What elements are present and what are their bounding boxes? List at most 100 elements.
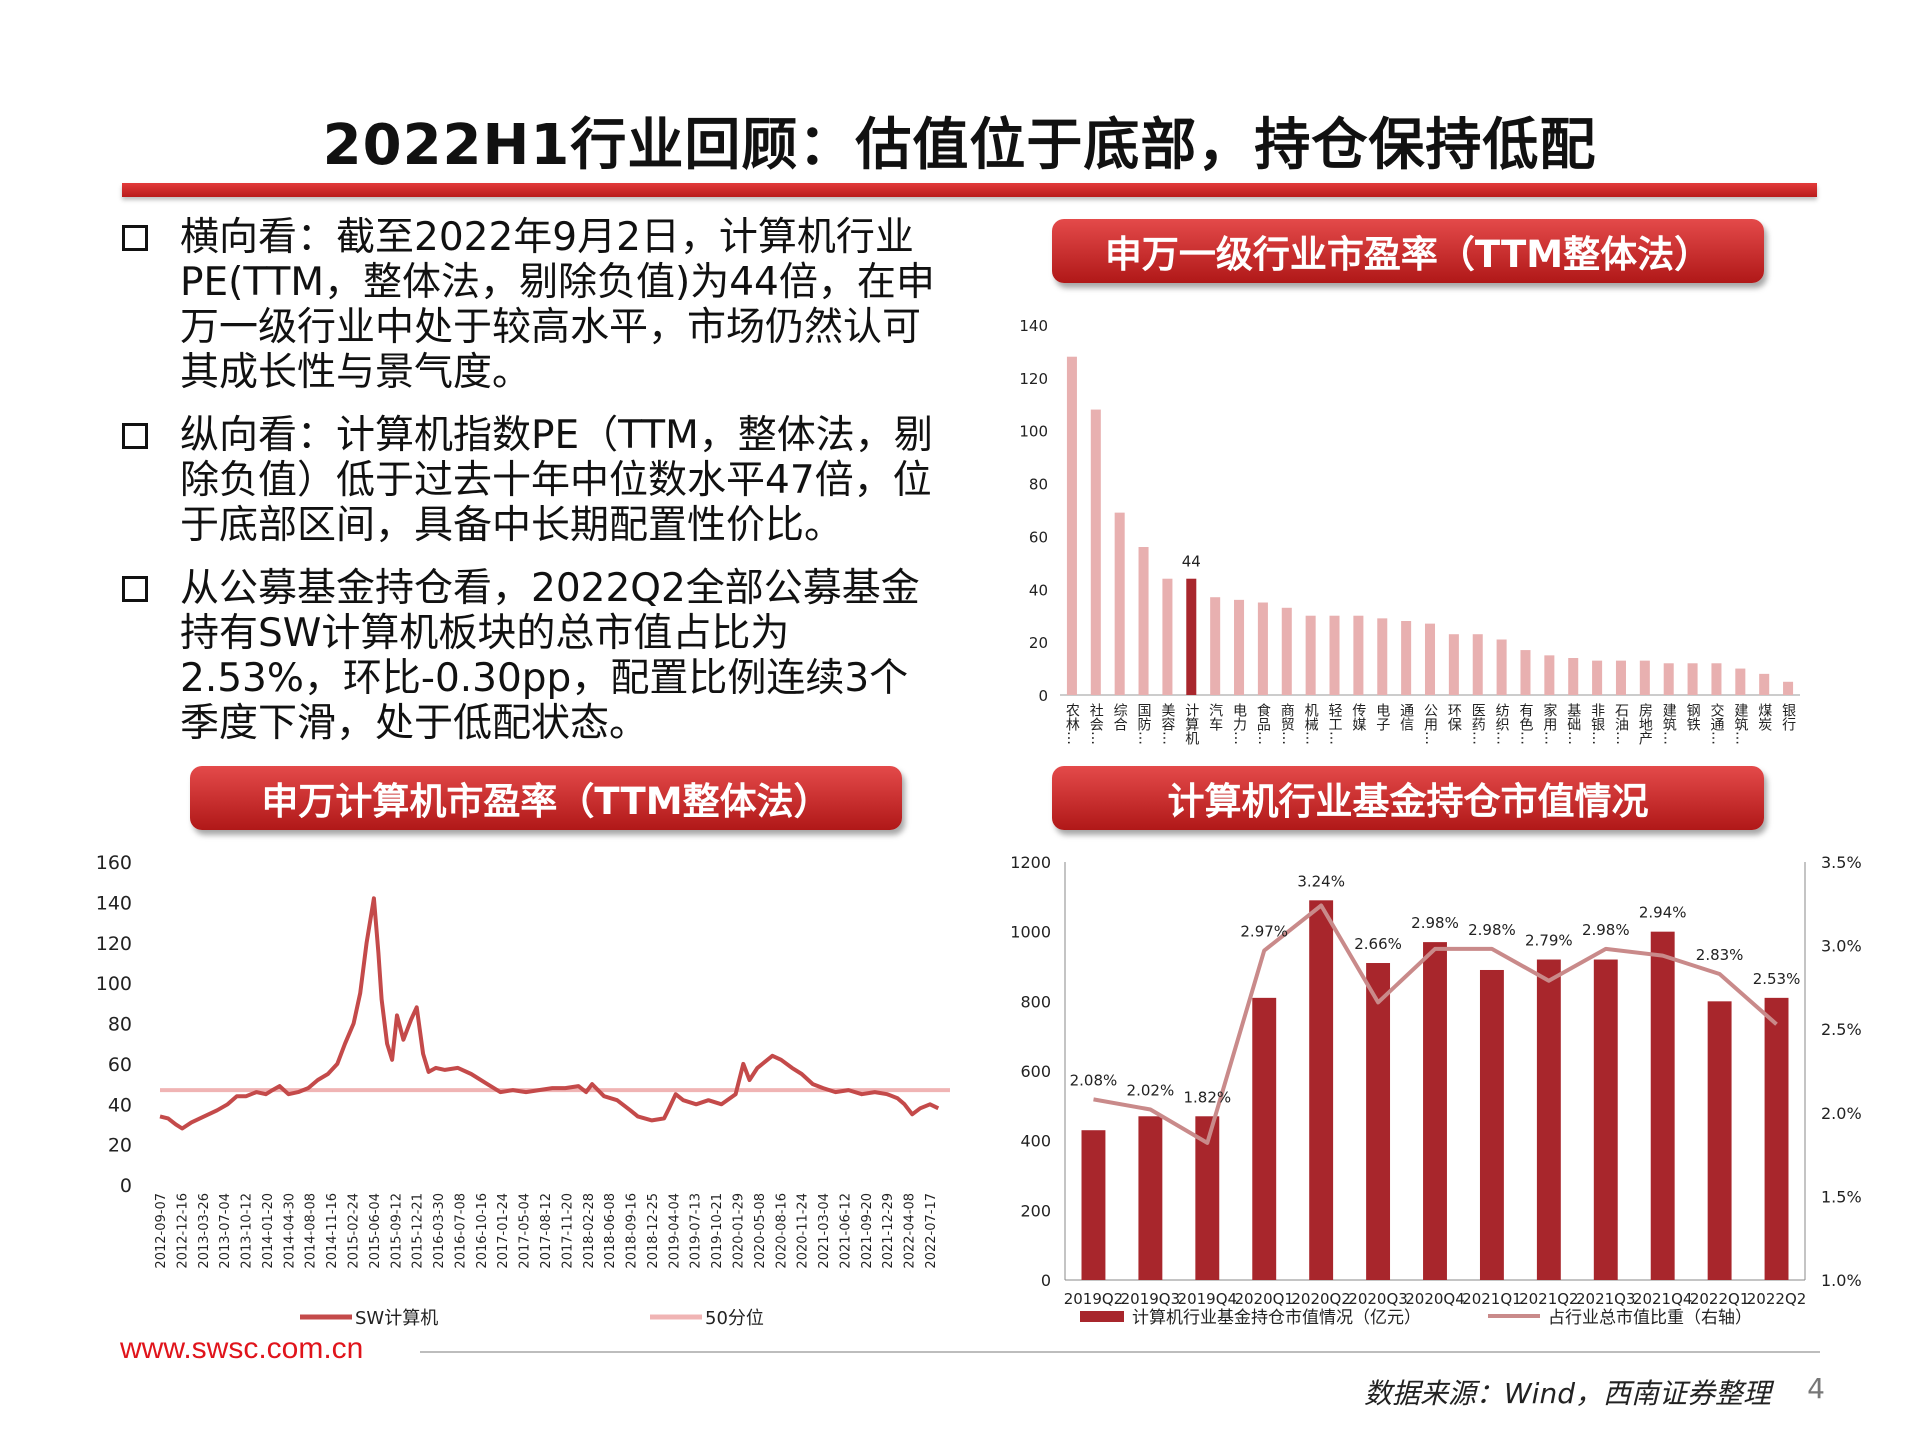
- x-tick-label: 2014-11-16: [325, 1193, 340, 1269]
- x-tick-label: 2012-09-07: [154, 1193, 169, 1269]
- category-tick-label: 家用…: [1541, 702, 1557, 745]
- x-tick-label: 2019Q2: [1064, 1290, 1124, 1308]
- page-number: 4: [1807, 1372, 1825, 1405]
- sw-computer-pe-line: [159, 896, 940, 1131]
- y2-tick-label: 2.5%: [1821, 1020, 1862, 1039]
- y-tick-label: 40: [1029, 581, 1048, 599]
- x-tick-label: 2021Q1: [1462, 1290, 1522, 1308]
- industry-pe-bar: [1759, 673, 1770, 695]
- x-tick-label: 2016-10-16: [475, 1193, 490, 1269]
- fund-holdings-banner: 计算机行业基金持仓市值情况: [1052, 766, 1764, 830]
- x-tick-label: 2019-10-21: [710, 1193, 725, 1269]
- y-tick-label: 600: [1020, 1062, 1051, 1081]
- website-link[interactable]: www.swsc.com.cn: [120, 1332, 364, 1365]
- industry-pe-bar: [1114, 512, 1125, 695]
- x-tick-label: 2020Q1: [1234, 1290, 1294, 1308]
- category-tick-label: 基础…: [1565, 702, 1581, 745]
- category-tick-label: 综合: [1112, 703, 1128, 731]
- y-tick-label: 200: [1020, 1201, 1051, 1220]
- y2-tick-label: 3.0%: [1821, 937, 1862, 956]
- fund-holding-bar: [1081, 1130, 1106, 1280]
- x-tick-label: 2013-07-04: [218, 1193, 233, 1269]
- industry-pe-bar: [1090, 409, 1101, 695]
- industry-pe-banner: 申万一级行业市盈率（TTM整体法）: [1052, 219, 1764, 283]
- title-underline-bar: [122, 183, 1817, 197]
- x-tick-label: 2019-04-04: [667, 1193, 682, 1269]
- fund-share-data-label: 2.53%: [1753, 970, 1801, 988]
- y-tick-label: 100: [1019, 423, 1048, 441]
- x-tick-label: 2021Q3: [1576, 1290, 1636, 1308]
- category-tick-label: 汽车: [1207, 703, 1223, 731]
- bullet-text: 从公募基金持仓看，2022Q2全部公募基金持有SW计算机板块的总市值占比为2.5…: [180, 566, 920, 746]
- y-tick-label: 400: [1020, 1132, 1051, 1151]
- x-tick-label: 2022-04-08: [903, 1193, 918, 1269]
- x-tick-label: 2018-06-08: [603, 1193, 618, 1269]
- category-tick-label: 电力…: [1231, 703, 1247, 745]
- industry-pe-bar: [1544, 655, 1555, 695]
- industry-pe-bar: [1568, 658, 1579, 695]
- footer-divider: [420, 1351, 1820, 1353]
- fund-holding-bar: [1138, 1116, 1163, 1280]
- industry-pe-bar: [1329, 615, 1340, 695]
- y-tick-label: 120: [96, 933, 132, 955]
- fund-share-data-label: 2.94%: [1639, 904, 1687, 922]
- x-tick-label: 2020Q4: [1405, 1290, 1465, 1308]
- y-tick-label: 80: [1029, 476, 1048, 494]
- category-tick-label: 钢铁: [1685, 703, 1701, 731]
- x-tick-label: 2019-07-13: [689, 1193, 704, 1269]
- x-tick-label: 2017-01-24: [496, 1193, 511, 1269]
- industry-pe-bar: [1711, 663, 1722, 695]
- x-tick-label: 2021-03-04: [817, 1193, 832, 1269]
- x-tick-label: 2019Q4: [1178, 1290, 1238, 1308]
- x-tick-label: 2015-12-21: [411, 1193, 426, 1269]
- y-tick-label: 60: [1029, 528, 1048, 546]
- x-tick-label: 2022Q2: [1747, 1290, 1807, 1308]
- y-tick-label: 60: [108, 1054, 132, 1076]
- checkbox-bullet-icon: [122, 423, 148, 449]
- x-tick-label: 2020Q2: [1291, 1290, 1351, 1308]
- x-tick-label: 2018-02-28: [582, 1193, 597, 1269]
- x-tick-label: 2021-09-20: [860, 1193, 875, 1269]
- industry-pe-bar: [1639, 660, 1650, 695]
- fund-holding-bar: [1252, 997, 1277, 1280]
- y-tick-label: 100: [96, 973, 132, 995]
- industry-pe-bar: [1234, 599, 1245, 695]
- category-tick-label: 石油…: [1613, 703, 1629, 745]
- fund-holding-bar: [1764, 997, 1789, 1280]
- y-tick-label: 160: [96, 852, 132, 874]
- fund-share-data-label: 2.98%: [1468, 921, 1516, 939]
- x-tick-label: 2018-09-16: [625, 1193, 640, 1269]
- category-tick-label: 房地产: [1637, 703, 1653, 746]
- industry-pe-bar: [1281, 607, 1292, 695]
- x-tick-label: 2020-05-08: [753, 1193, 768, 1269]
- category-tick-label: 环保: [1446, 703, 1462, 731]
- x-tick-label: 2020Q3: [1348, 1290, 1408, 1308]
- industry-pe-chart: 020406080100120140农林… 社会… 综合 国防… 美容…44计算机 汽车电…: [1019, 317, 1800, 746]
- y-tick-label: 0: [120, 1175, 132, 1197]
- industry-pe-bar: [1783, 681, 1794, 695]
- fund-share-data-label: 2.97%: [1240, 923, 1288, 941]
- x-tick-label: 2021-12-29: [881, 1193, 896, 1269]
- industry-pe-bar: [1305, 615, 1316, 695]
- industry-pe-bar: [1257, 602, 1268, 695]
- industry-pe-bar: [1162, 578, 1173, 695]
- x-tick-label: 2015-02-24: [347, 1193, 362, 1269]
- fund-holding-bar: [1309, 900, 1334, 1280]
- category-tick-label: 计算机: [1183, 703, 1199, 746]
- category-tick-label: 建筑…: [1732, 703, 1748, 745]
- fund-holding-bar: [1423, 942, 1447, 1280]
- industry-pe-bar: [1424, 623, 1436, 695]
- fund-holding-bar: [1593, 959, 1618, 1280]
- category-tick-label: 社会…: [1088, 703, 1104, 745]
- fund-share-data-label: 3.24%: [1297, 872, 1345, 890]
- category-tick-label: 建筑…: [1661, 703, 1677, 745]
- category-tick-label: 医药…: [1470, 703, 1486, 745]
- x-tick-label: 2014-01-20: [261, 1193, 276, 1269]
- industry-pe-bar: [1448, 634, 1459, 695]
- industry-pe-bar: [1210, 597, 1221, 695]
- x-tick-label: 2019Q3: [1121, 1290, 1181, 1308]
- checkbox-bullet-icon: [122, 576, 148, 602]
- x-tick-label: 2020-08-16: [774, 1193, 789, 1269]
- x-tick-label: 2022-07-17: [924, 1193, 939, 1269]
- x-tick-label: 2016-03-30: [432, 1193, 447, 1269]
